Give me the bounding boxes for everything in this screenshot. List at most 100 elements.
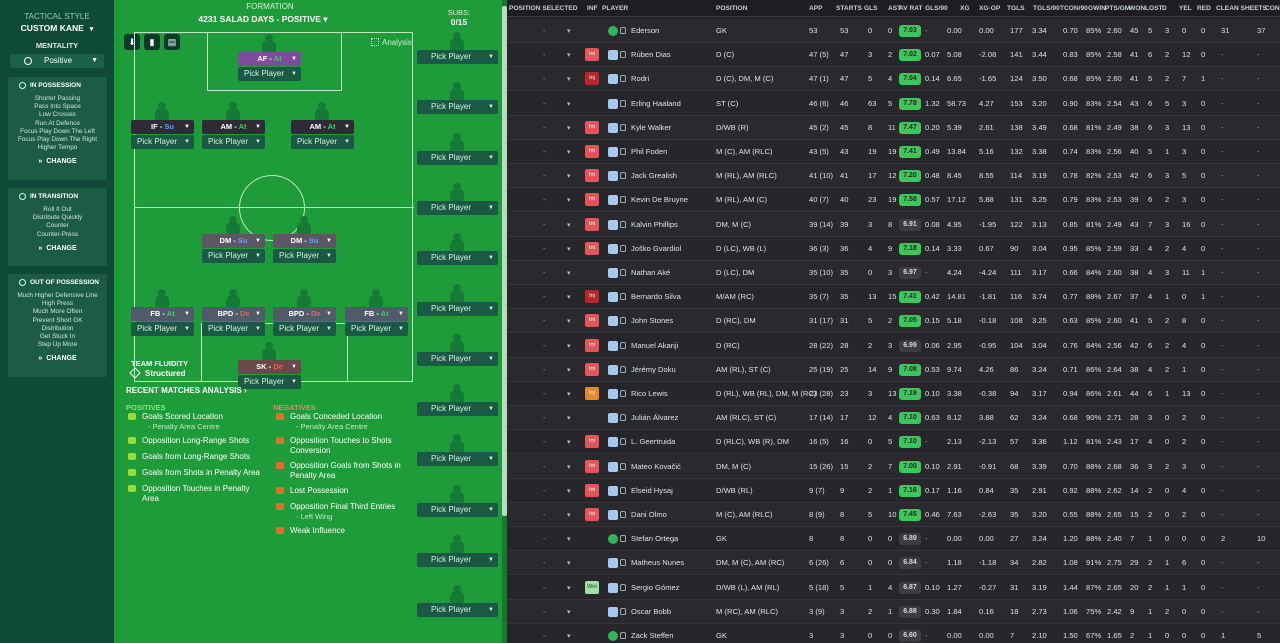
chevron-down-icon[interactable]: ▾: [567, 463, 571, 471]
player-name-link[interactable]: Kalvin Phillips: [631, 219, 678, 229]
table-row[interactable]: - ▾ Inj Rico Lewis D (RL), WB (RL), DM, M (R…: [507, 382, 1280, 406]
table-row[interactable]: - ▾ Int Elseid Hysaj D/WB (RL) 9 (7) 9 2 1 0.17 1.…: [507, 478, 1280, 503]
position-selected-cell[interactable]: -: [543, 147, 546, 156]
tactic-name-dropdown[interactable]: CUSTOM KANE ▾: [0, 23, 114, 33]
pick-player-dropdown[interactable]: Pick Player ▼: [417, 603, 498, 618]
column-header[interactable]: PLAYER: [602, 5, 629, 12]
position-selected-cell[interactable]: -: [543, 26, 546, 35]
analysis-toggle[interactable]: Analysis: [371, 38, 412, 47]
table-row[interactable]: - ▾ Int Kyle Walker D/WB (R) 45 (2) 45 8 11 0.20 5…: [507, 115, 1280, 140]
table-row[interactable]: - ▾ Zack Steffen GK 3 3 0 0 - 0.00 0.00 7 2.10 1.50 67…: [507, 624, 1280, 643]
chevron-down-icon[interactable]: ▾: [567, 245, 571, 253]
status-badge[interactable]: Int: [585, 169, 599, 183]
status-badge[interactable]: Inj: [585, 72, 599, 86]
table-row[interactable]: - ▾ Nathan Aké D (LC), DM 35 (10) 35 0 3-4.24 -4…: [507, 261, 1280, 285]
status-badge[interactable]: Int: [585, 241, 599, 255]
role-selector[interactable]: FB - At ▼: [131, 307, 194, 321]
column-header[interactable]: POSITION SELECTED: [509, 5, 578, 12]
status-badge[interactable]: Int: [585, 362, 599, 376]
table-row[interactable]: - ▾ Int L. Geertruida D (RLC), WB (R), DM 16 …: [507, 430, 1280, 455]
role-selector[interactable]: BPD - De ▼: [202, 307, 265, 321]
table-row[interactable]: - ▾ Inj Rodri D (C), DM, M (C) 47 (1) 47 5 4 0.14…: [507, 67, 1280, 92]
column-header[interactable]: RED: [1197, 5, 1211, 12]
position-selected-cell[interactable]: -: [543, 243, 546, 253]
pick-player-dropdown[interactable]: Pick Player ▼: [417, 251, 498, 266]
column-header[interactable]: STARTS: [836, 5, 862, 12]
column-header[interactable]: XG-OP: [979, 5, 1001, 12]
status-badge[interactable]: Int: [585, 508, 599, 521]
role-selector[interactable]: FB - At ▼: [345, 307, 408, 321]
table-row[interactable]: - ▾ Stefan Ortega GK 8 8 0 0-0.00 0.00 27 3.24 1.20…: [507, 527, 1280, 552]
pick-player-dropdown[interactable]: Pick Player ▼: [273, 322, 336, 336]
pick-player-dropdown[interactable]: Pick Player ▼: [131, 135, 194, 149]
table-row[interactable]: - ▾ Inj Bernardo Silva M/AM (RC) 35 (7) 35 13 15…: [507, 285, 1280, 310]
player-name-link[interactable]: Erling Haaland: [631, 98, 681, 108]
role-selector[interactable]: IF - Su ▼: [131, 120, 194, 134]
chevron-down-icon[interactable]: ▾: [567, 633, 571, 640]
column-header[interactable]: LOST: [1145, 5, 1163, 12]
player-name-link[interactable]: Sergio Gómez: [631, 582, 680, 592]
position-selected-cell[interactable]: -: [543, 558, 546, 568]
column-header[interactable]: GWIN: [1088, 5, 1106, 12]
position-selected-cell[interactable]: -: [543, 268, 546, 277]
player-name-link[interactable]: Jack Grealish: [631, 171, 678, 181]
table-row[interactable]: - ▾ Int Mateo Kovačić DM, M (C) 15 (26) 15 2 7 0.…: [507, 454, 1280, 479]
chevron-down-icon[interactable]: ▾: [567, 415, 571, 423]
position-selected-cell[interactable]: -: [543, 122, 546, 132]
position-selected-cell[interactable]: -: [543, 389, 546, 398]
position-selected-cell[interactable]: -: [543, 50, 546, 60]
formation-dropdown[interactable]: 4231 SALAD DAYS - POSITIVE ▾: [178, 14, 348, 25]
chevron-down-icon[interactable]: ▾: [567, 221, 571, 229]
role-selector[interactable]: DM - Su ▼: [202, 234, 265, 248]
pick-player-dropdown[interactable]: Pick Player ▼: [417, 502, 498, 517]
player-name-link[interactable]: Mateo Kovačić: [631, 461, 681, 471]
position-selected-cell[interactable]: -: [543, 510, 546, 519]
table-row[interactable]: - ▾ Erling Haaland ST (C) 46 (6) 46 63 5 1.32 58.…: [507, 91, 1280, 116]
position-selected-cell[interactable]: -: [543, 413, 546, 423]
column-header[interactable]: CONC: [1265, 5, 1280, 12]
table-row[interactable]: - ▾ Wnt Sergio Gómez D/WB (L), AM (RL) 5 (18)…: [507, 575, 1280, 600]
chevron-down-icon[interactable]: ▾: [567, 197, 571, 205]
table-row[interactable]: - ▾ Int Dani Olmo M (C), AM (RLC) 8 (9) 8 5 10 0.…: [507, 503, 1280, 527]
pick-player-dropdown[interactable]: Pick Player ▼: [417, 200, 498, 215]
recent-matches-analysis-link[interactable]: RECENT MATCHES ANALYSIS ›: [126, 386, 247, 395]
column-header[interactable]: CLEAN SHEETS: [1216, 5, 1267, 12]
position-selected-cell[interactable]: -: [543, 437, 546, 447]
status-badge[interactable]: Int: [585, 145, 599, 158]
chevron-down-icon[interactable]: ▾: [567, 52, 571, 60]
player-name-link[interactable]: Nathan Aké: [631, 268, 671, 277]
column-header[interactable]: PTS/GM: [1105, 5, 1131, 12]
chevron-down-icon[interactable]: ▾: [567, 28, 571, 35]
player-name-link[interactable]: Manuel Akanji: [631, 340, 679, 350]
player-name-link[interactable]: Dani Olmo: [631, 510, 667, 519]
position-selected-cell[interactable]: -: [543, 485, 546, 495]
player-name-link[interactable]: John Stones: [631, 316, 674, 326]
pick-player-dropdown[interactable]: Pick Player ▼: [417, 452, 498, 467]
table-row[interactable]: - ▾ Oscar Bobb M (RC), AM (RLC) 3 (9) 3 2 1 0.30…: [507, 599, 1280, 624]
bar-chart-icon[interactable]: ▮: [144, 34, 160, 50]
position-selected-cell[interactable]: -: [543, 340, 546, 350]
chevron-down-icon[interactable]: ▾: [567, 76, 571, 84]
player-name-link[interactable]: Joško Gvardiol: [631, 243, 682, 253]
chevron-down-icon[interactable]: ▾: [567, 439, 571, 447]
role-selector[interactable]: BPD - De ▼: [273, 307, 336, 321]
position-selected-cell[interactable]: -: [543, 316, 546, 326]
pick-player-dropdown[interactable]: Pick Player ▼: [345, 322, 408, 336]
player-name-link[interactable]: Julián Álvarez: [631, 413, 679, 423]
in-possession-change-button[interactable]: » CHANGE: [8, 155, 107, 170]
status-badge[interactable]: Int: [585, 193, 599, 207]
chevron-down-icon[interactable]: ▾: [567, 608, 571, 616]
column-header[interactable]: INF: [587, 5, 598, 12]
column-header[interactable]: YEL: [1179, 5, 1192, 12]
chevron-down-icon[interactable]: ▾: [567, 124, 571, 132]
chevron-down-icon[interactable]: ▾: [567, 560, 571, 568]
status-badge[interactable]: Int: [585, 314, 599, 328]
column-header[interactable]: XG: [960, 5, 970, 12]
player-name-link[interactable]: Jérémy Doku: [631, 364, 676, 374]
player-name-link[interactable]: Ederson: [631, 26, 660, 35]
status-badge[interactable]: Int: [585, 459, 599, 473]
player-name-link[interactable]: Bernardo Silva: [631, 292, 681, 302]
position-selected-cell[interactable]: -: [543, 74, 546, 84]
pick-player-dropdown[interactable]: Pick Player ▼: [291, 135, 354, 149]
column-header[interactable]: GLS: [864, 5, 878, 12]
